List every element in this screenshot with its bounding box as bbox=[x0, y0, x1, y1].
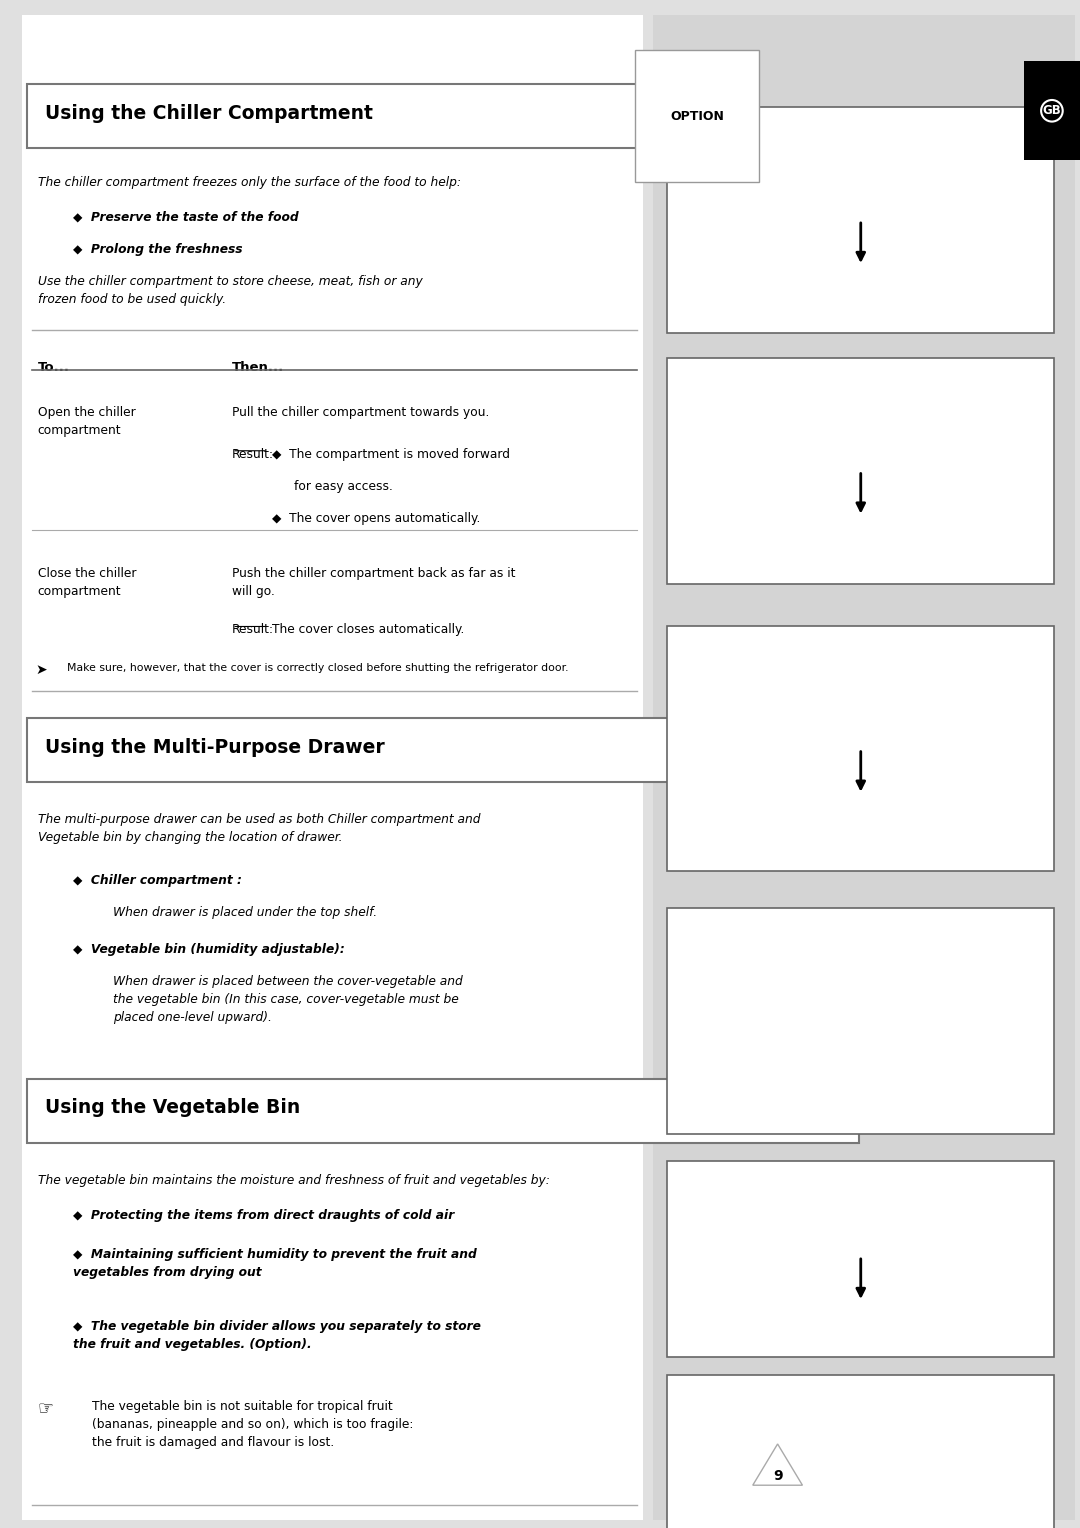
Text: ➤: ➤ bbox=[36, 663, 48, 677]
Text: ◆  Protecting the items from direct draughts of cold air: ◆ Protecting the items from direct draug… bbox=[73, 1209, 455, 1222]
Text: The vegetable bin maintains the moisture and freshness of fruit and vegetables b: The vegetable bin maintains the moisture… bbox=[38, 1174, 550, 1187]
Text: ◆  Vegetable bin (humidity adjustable):: ◆ Vegetable bin (humidity adjustable): bbox=[73, 943, 346, 957]
Text: ◆  The vegetable bin divider allows you separately to store
the fruit and vegeta: ◆ The vegetable bin divider allows you s… bbox=[73, 1320, 482, 1351]
Bar bbox=[27, 84, 648, 148]
Bar bbox=[667, 908, 1054, 1134]
Text: When drawer is placed between the cover-vegetable and
the vegetable bin (In this: When drawer is placed between the cover-… bbox=[113, 975, 463, 1024]
Bar bbox=[27, 1079, 859, 1143]
Text: Result:: Result: bbox=[232, 448, 274, 461]
Text: To...: To... bbox=[38, 361, 70, 374]
Bar bbox=[667, 1375, 1054, 1528]
Bar bbox=[27, 718, 859, 782]
Text: OPTION: OPTION bbox=[671, 110, 724, 122]
Text: for easy access.: for easy access. bbox=[294, 480, 393, 494]
Text: Open the chiller
compartment: Open the chiller compartment bbox=[38, 406, 136, 437]
Text: Then...: Then... bbox=[232, 361, 284, 374]
Bar bbox=[667, 626, 1054, 871]
Text: The multi-purpose drawer can be used as both Chiller compartment and
Vegetable b: The multi-purpose drawer can be used as … bbox=[38, 813, 481, 843]
Bar bbox=[667, 358, 1054, 584]
Text: The vegetable bin is not suitable for tropical fruit
(bananas, pineapple and so : The vegetable bin is not suitable for tr… bbox=[92, 1400, 414, 1449]
Text: The cover closes automatically.: The cover closes automatically. bbox=[272, 623, 464, 637]
Text: 9: 9 bbox=[773, 1468, 782, 1484]
Bar bbox=[667, 107, 1054, 333]
Text: ◆  Chiller compartment :: ◆ Chiller compartment : bbox=[73, 874, 242, 888]
Text: ☞: ☞ bbox=[38, 1400, 54, 1418]
Text: ◆  The compartment is moved forward: ◆ The compartment is moved forward bbox=[272, 448, 510, 461]
Text: Using the Multi-Purpose Drawer: Using the Multi-Purpose Drawer bbox=[45, 738, 386, 756]
Polygon shape bbox=[753, 1444, 802, 1485]
Text: The chiller compartment freezes only the surface of the food to help:: The chiller compartment freezes only the… bbox=[38, 176, 461, 189]
Text: Pull the chiller compartment towards you.: Pull the chiller compartment towards you… bbox=[232, 406, 489, 420]
Text: Push the chiller compartment back as far as it
will go.: Push the chiller compartment back as far… bbox=[232, 567, 516, 597]
Text: ◆  Prolong the freshness: ◆ Prolong the freshness bbox=[73, 243, 243, 257]
Text: Using the Chiller Compartment: Using the Chiller Compartment bbox=[45, 104, 374, 122]
Bar bbox=[1024, 61, 1080, 160]
Text: Use the chiller compartment to store cheese, meat, fish or any
frozen food to be: Use the chiller compartment to store che… bbox=[38, 275, 422, 306]
Text: Make sure, however, that the cover is correctly closed before shutting the refri: Make sure, however, that the cover is co… bbox=[67, 663, 568, 674]
Bar bbox=[653, 15, 1075, 1520]
Text: ◆  Maintaining sufficient humidity to prevent the fruit and
vegetables from dryi: ◆ Maintaining sufficient humidity to pre… bbox=[73, 1248, 477, 1279]
Text: ◆  Preserve the taste of the food: ◆ Preserve the taste of the food bbox=[73, 211, 299, 225]
Bar bbox=[635, 50, 759, 182]
Text: Using the Vegetable Bin: Using the Vegetable Bin bbox=[45, 1099, 300, 1117]
Text: GB: GB bbox=[1042, 104, 1062, 118]
Bar bbox=[667, 1161, 1054, 1357]
Text: Result:: Result: bbox=[232, 623, 274, 637]
Bar bbox=[22, 15, 643, 1520]
Text: When drawer is placed under the top shelf.: When drawer is placed under the top shel… bbox=[113, 906, 378, 920]
Text: Close the chiller
compartment: Close the chiller compartment bbox=[38, 567, 136, 597]
Text: ◆  The cover opens automatically.: ◆ The cover opens automatically. bbox=[272, 512, 481, 526]
